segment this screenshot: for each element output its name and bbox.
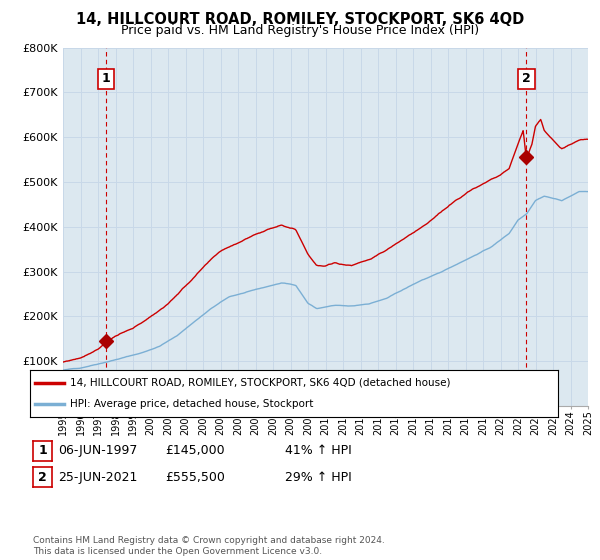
Text: 06-JUN-1997: 06-JUN-1997 <box>58 444 137 458</box>
Text: 14, HILLCOURT ROAD, ROMILEY, STOCKPORT, SK6 4QD (detached house): 14, HILLCOURT ROAD, ROMILEY, STOCKPORT, … <box>70 378 450 388</box>
Text: 1: 1 <box>101 72 110 86</box>
Text: 14, HILLCOURT ROAD, ROMILEY, STOCKPORT, SK6 4QD: 14, HILLCOURT ROAD, ROMILEY, STOCKPORT, … <box>76 12 524 27</box>
Text: £555,500: £555,500 <box>165 470 225 484</box>
Text: 29% ↑ HPI: 29% ↑ HPI <box>285 470 352 484</box>
Text: 2: 2 <box>38 470 47 484</box>
Text: 25-JUN-2021: 25-JUN-2021 <box>58 470 137 484</box>
Text: 2: 2 <box>522 72 531 86</box>
Text: HPI: Average price, detached house, Stockport: HPI: Average price, detached house, Stoc… <box>70 399 313 409</box>
Text: 1: 1 <box>38 444 47 458</box>
Text: Price paid vs. HM Land Registry's House Price Index (HPI): Price paid vs. HM Land Registry's House … <box>121 24 479 36</box>
Text: Contains HM Land Registry data © Crown copyright and database right 2024.
This d: Contains HM Land Registry data © Crown c… <box>33 536 385 556</box>
Text: £145,000: £145,000 <box>165 444 224 458</box>
Text: 41% ↑ HPI: 41% ↑ HPI <box>285 444 352 458</box>
